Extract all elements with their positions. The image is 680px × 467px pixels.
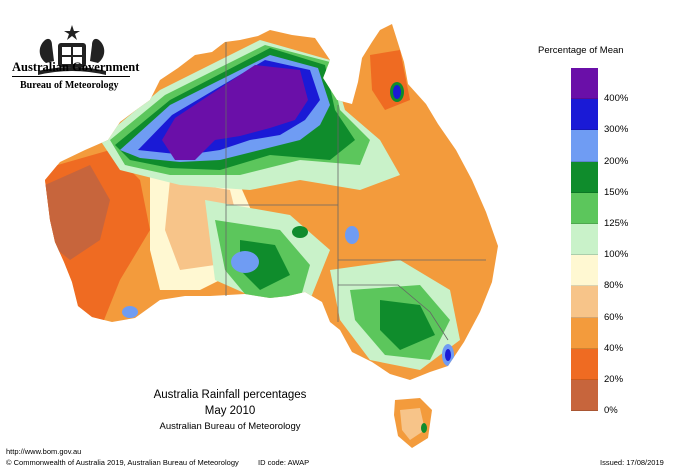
legend-swatch bbox=[571, 223, 598, 256]
footer-url[interactable]: http://www.bom.gov.au bbox=[6, 447, 82, 456]
logo-divider bbox=[12, 76, 130, 77]
legend-swatch bbox=[571, 99, 598, 131]
legend-label: 100% bbox=[604, 249, 629, 261]
legend-swatch bbox=[571, 317, 598, 349]
legend-label: 40% bbox=[604, 342, 624, 354]
legend-swatch-top bbox=[571, 68, 598, 100]
legend-label: 150% bbox=[604, 186, 629, 198]
legend-label: 0% bbox=[604, 405, 618, 417]
government-title: Australian Government bbox=[12, 60, 140, 74]
footer-copyright: © Commonwealth of Australia 2019, Austra… bbox=[6, 458, 239, 467]
legend-swatch bbox=[571, 161, 598, 193]
legend-label: 300% bbox=[604, 124, 629, 136]
legend-swatch bbox=[571, 255, 598, 287]
legend-label: 125% bbox=[604, 218, 629, 229]
legend-swatch bbox=[571, 192, 598, 224]
legend-label: 400% bbox=[604, 93, 629, 105]
agency-title: Bureau of Meteorology bbox=[20, 80, 119, 91]
legend-swatch bbox=[571, 130, 598, 162]
footer-issued: Issued: 17/08/2019 bbox=[600, 458, 664, 467]
legend-swatch bbox=[571, 286, 598, 318]
map-period: May 2010 bbox=[204, 405, 256, 417]
legend-swatch bbox=[571, 379, 598, 412]
coat-of-arms-icon bbox=[38, 25, 106, 75]
footer-id-code: ID code: AWAP bbox=[258, 458, 310, 467]
rainfall-map bbox=[45, 24, 498, 448]
legend-label: 60% bbox=[604, 311, 624, 323]
legend-label: 20% bbox=[604, 374, 624, 385]
map-source: Australian Bureau of Meteorology bbox=[159, 421, 301, 432]
legend-title: Percentage of Mean bbox=[538, 45, 624, 56]
legend-label: 200% bbox=[604, 155, 629, 167]
legend-color-bar bbox=[571, 68, 598, 412]
legend-label: 80% bbox=[604, 280, 624, 292]
map-title: Australia Rainfall percentages bbox=[153, 389, 307, 401]
legend-swatch bbox=[571, 348, 598, 380]
